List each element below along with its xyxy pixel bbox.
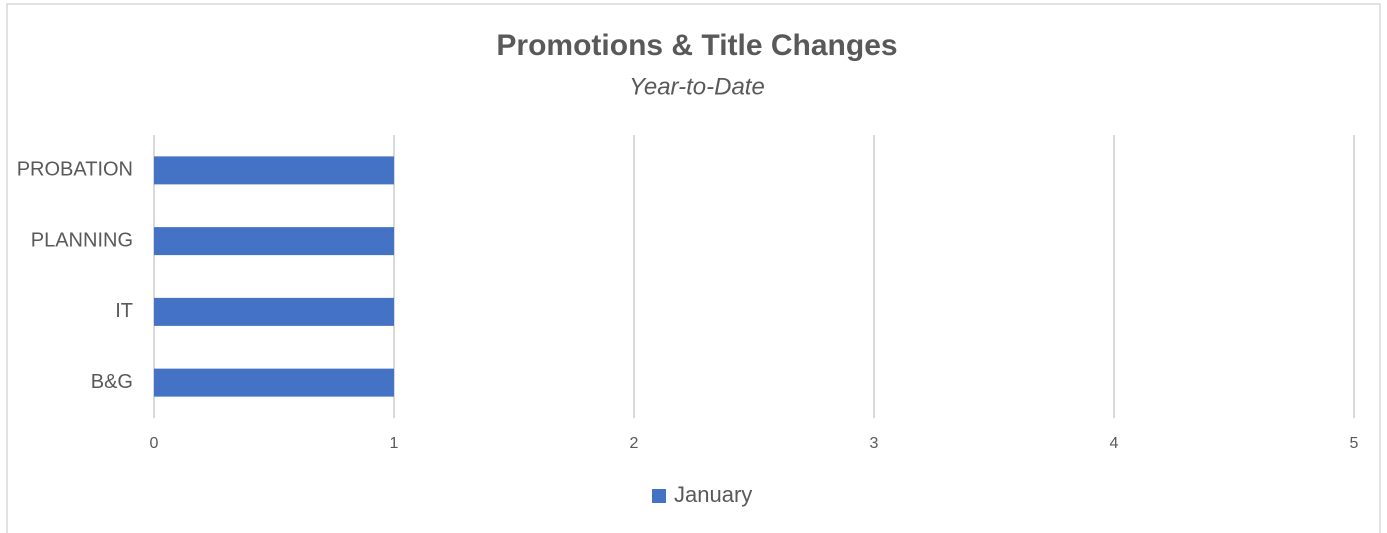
chart-title: Promotions & Title Changes — [496, 29, 897, 62]
legend-label: January — [674, 482, 752, 507]
x-tick-label: 5 — [1350, 435, 1359, 452]
legend-swatch — [652, 489, 666, 503]
x-tick-label: 1 — [390, 435, 399, 452]
bar — [154, 227, 394, 256]
chart-subtitle: Year-to-Date — [629, 73, 765, 100]
y-tick-label: IT — [115, 300, 133, 322]
y-tick-label: B&G — [91, 371, 133, 393]
x-tick-label: 0 — [150, 435, 159, 452]
y-tick-label: PLANNING — [31, 229, 133, 251]
bar — [154, 368, 394, 397]
bar — [154, 297, 394, 326]
chart-frame — [6, 3, 1381, 533]
x-tick-label: 2 — [630, 435, 639, 452]
x-tick-label: 4 — [1110, 435, 1119, 452]
x-tick-label: 3 — [870, 435, 879, 452]
y-tick-label: PROBATION — [17, 159, 133, 181]
bar — [154, 156, 394, 185]
